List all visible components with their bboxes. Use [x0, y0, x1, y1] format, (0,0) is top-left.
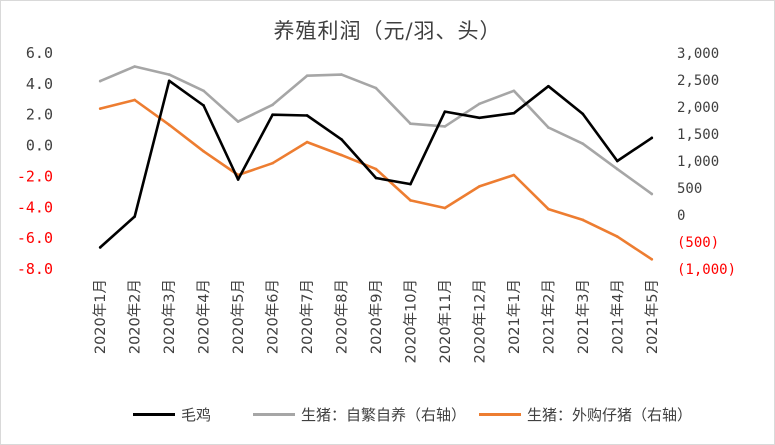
chart-title: 养殖利润（元/羽、头） [273, 19, 502, 43]
data-point [512, 173, 516, 177]
legend-swatch [479, 413, 521, 416]
data-point [133, 98, 137, 102]
x-axis-tick-label: 2020年7月 [299, 279, 316, 354]
x-axis-tick-label: 2021年3月 [575, 279, 592, 354]
data-point [409, 199, 412, 202]
data-point [478, 185, 481, 188]
right-axis-tick-label: 0 [677, 208, 685, 224]
left-axis-tick-label: 2.0 [26, 106, 53, 124]
x-axis-tick-label: 2020年10月 [402, 279, 419, 363]
data-point [443, 125, 447, 128]
data-point [305, 140, 309, 144]
series-line-2 [98, 65, 654, 196]
data-point [271, 161, 274, 165]
x-axis-tick-label: 2020年6月 [265, 279, 282, 354]
x-axis-tick-label: 2020年5月 [230, 279, 247, 354]
data-point [202, 89, 205, 93]
left-axis-tick-label: -2.0 [17, 167, 53, 185]
data-point [236, 120, 240, 123]
x-axis-tick-label: 2020年4月 [196, 279, 213, 354]
legend-label: 生猪：外购仔猪（右轴） [527, 406, 693, 424]
data-point [443, 206, 447, 210]
legend-swatch [133, 413, 175, 416]
data-point [374, 167, 378, 171]
data-point [133, 65, 137, 68]
left-axis-tick-label: 0.0 [26, 137, 53, 155]
data-point [374, 86, 378, 90]
x-axis-tick-label: 2020年12月 [471, 279, 488, 363]
legend-item: 生猪：外购仔猪（右轴） [479, 404, 692, 425]
legend-item: 生猪：自繁自养（右轴） [253, 404, 466, 425]
line-chart: 6.0 4.0 2.0 0.0 -2.0 -4.0 -6.0 -8.0 3,000 2,500 2,… [17, 44, 736, 363]
x-axis-tick-label: 2020年2月 [127, 279, 144, 354]
right-axis-tick-label: 500 [677, 181, 702, 197]
data-point [512, 89, 516, 93]
right-axis-tick-label: (1,000) [677, 262, 736, 278]
data-point [98, 107, 102, 110]
data-point [202, 149, 205, 153]
legend-item: 毛鸡 [133, 404, 211, 425]
left-axis-tick-label: 6.0 [26, 44, 53, 62]
data-point [615, 167, 619, 171]
data-point [340, 73, 343, 76]
data-point [547, 126, 550, 129]
data-point [615, 235, 619, 238]
data-point [650, 192, 654, 196]
data-point [98, 79, 102, 83]
data-point [340, 153, 343, 157]
x-axis-tick-label: 2020年8月 [334, 279, 351, 354]
right-axis-tick-label: 2,000 [677, 100, 719, 116]
x-axis-tick-label: 2020年3月 [161, 279, 178, 354]
x-axis-tick-label: 2021年5月 [644, 279, 661, 354]
data-point [650, 257, 654, 261]
data-point [409, 122, 412, 126]
series-line-3 [98, 98, 654, 261]
x-axis-tick-label: 2021年2月 [540, 279, 557, 354]
data-point [581, 218, 585, 222]
chart-legend: 毛鸡 生猪：自繁自养（右轴） 生猪：外购仔猪（右轴） [1, 404, 774, 428]
x-axis-tick-label: 2020年1月 [92, 279, 109, 354]
right-axis-tick-label: (500) [677, 235, 719, 251]
x-axis-tick-label: 2020年11月 [437, 279, 454, 363]
left-axis-tick-label: 4.0 [26, 75, 53, 93]
left-axis-tick-label: -4.0 [17, 198, 53, 216]
right-axis-tick-label: 3,000 [677, 46, 719, 62]
series-line-1 [98, 79, 654, 249]
left-axis-tick-label: -8.0 [17, 260, 53, 278]
data-point [581, 142, 585, 146]
data-point [167, 123, 171, 127]
data-point [167, 73, 171, 76]
x-axis-tick-label: 2021年1月 [506, 279, 523, 354]
data-point [305, 74, 309, 77]
data-point [547, 207, 550, 211]
right-axis-tick-label: 1,000 [677, 154, 719, 170]
right-axis-tick-label: 1,500 [677, 127, 719, 143]
legend-swatch [253, 413, 295, 416]
legend-label: 毛鸡 [181, 406, 212, 424]
data-point [271, 103, 274, 107]
x-axis-tick-label: 2021年4月 [609, 279, 626, 354]
data-point [478, 102, 481, 106]
legend-label: 生猪：自繁自养（右轴） [301, 406, 467, 424]
left-axis-tick-label: -6.0 [17, 229, 53, 247]
right-axis-tick-label: 2,500 [677, 73, 719, 89]
x-axis-tick-label: 2020年9月 [368, 279, 385, 354]
